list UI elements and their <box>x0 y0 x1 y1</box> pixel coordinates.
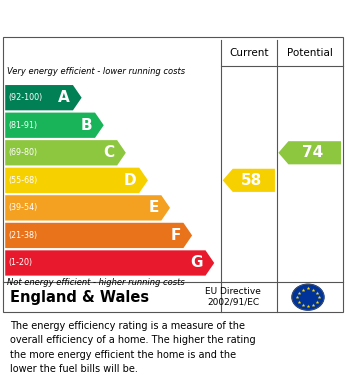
Text: (55-68): (55-68) <box>9 176 38 185</box>
Text: D: D <box>124 173 136 188</box>
Polygon shape <box>5 113 104 138</box>
Polygon shape <box>223 169 275 192</box>
Text: (1-20): (1-20) <box>9 258 33 267</box>
Text: G: G <box>190 255 203 271</box>
Polygon shape <box>5 223 192 248</box>
Text: (39-54): (39-54) <box>9 203 38 212</box>
Circle shape <box>292 284 324 310</box>
Text: Current: Current <box>229 48 269 58</box>
Polygon shape <box>5 195 170 221</box>
Text: England & Wales: England & Wales <box>10 290 150 305</box>
Polygon shape <box>278 141 341 164</box>
Text: The energy efficiency rating is a measure of the
overall efficiency of a home. T: The energy efficiency rating is a measur… <box>10 321 256 374</box>
Text: Energy Efficiency Rating: Energy Efficiency Rating <box>10 7 239 26</box>
Text: A: A <box>58 90 70 105</box>
Text: F: F <box>170 228 181 243</box>
Text: EU Directive
2002/91/EC: EU Directive 2002/91/EC <box>205 287 261 307</box>
Polygon shape <box>5 85 82 110</box>
Text: (21-38): (21-38) <box>9 231 38 240</box>
Text: C: C <box>103 145 114 160</box>
Text: (69-80): (69-80) <box>9 148 38 157</box>
Text: E: E <box>148 200 159 215</box>
Text: (81-91): (81-91) <box>9 121 38 130</box>
Text: (92-100): (92-100) <box>9 93 43 102</box>
Polygon shape <box>5 250 214 276</box>
Text: Very energy efficient - lower running costs: Very energy efficient - lower running co… <box>7 67 185 76</box>
Text: B: B <box>81 118 92 133</box>
Text: 74: 74 <box>302 145 323 160</box>
Text: Not energy efficient - higher running costs: Not energy efficient - higher running co… <box>7 278 185 287</box>
Polygon shape <box>5 140 126 165</box>
Text: 58: 58 <box>241 173 262 188</box>
Text: Potential: Potential <box>287 48 333 58</box>
Polygon shape <box>5 168 148 193</box>
